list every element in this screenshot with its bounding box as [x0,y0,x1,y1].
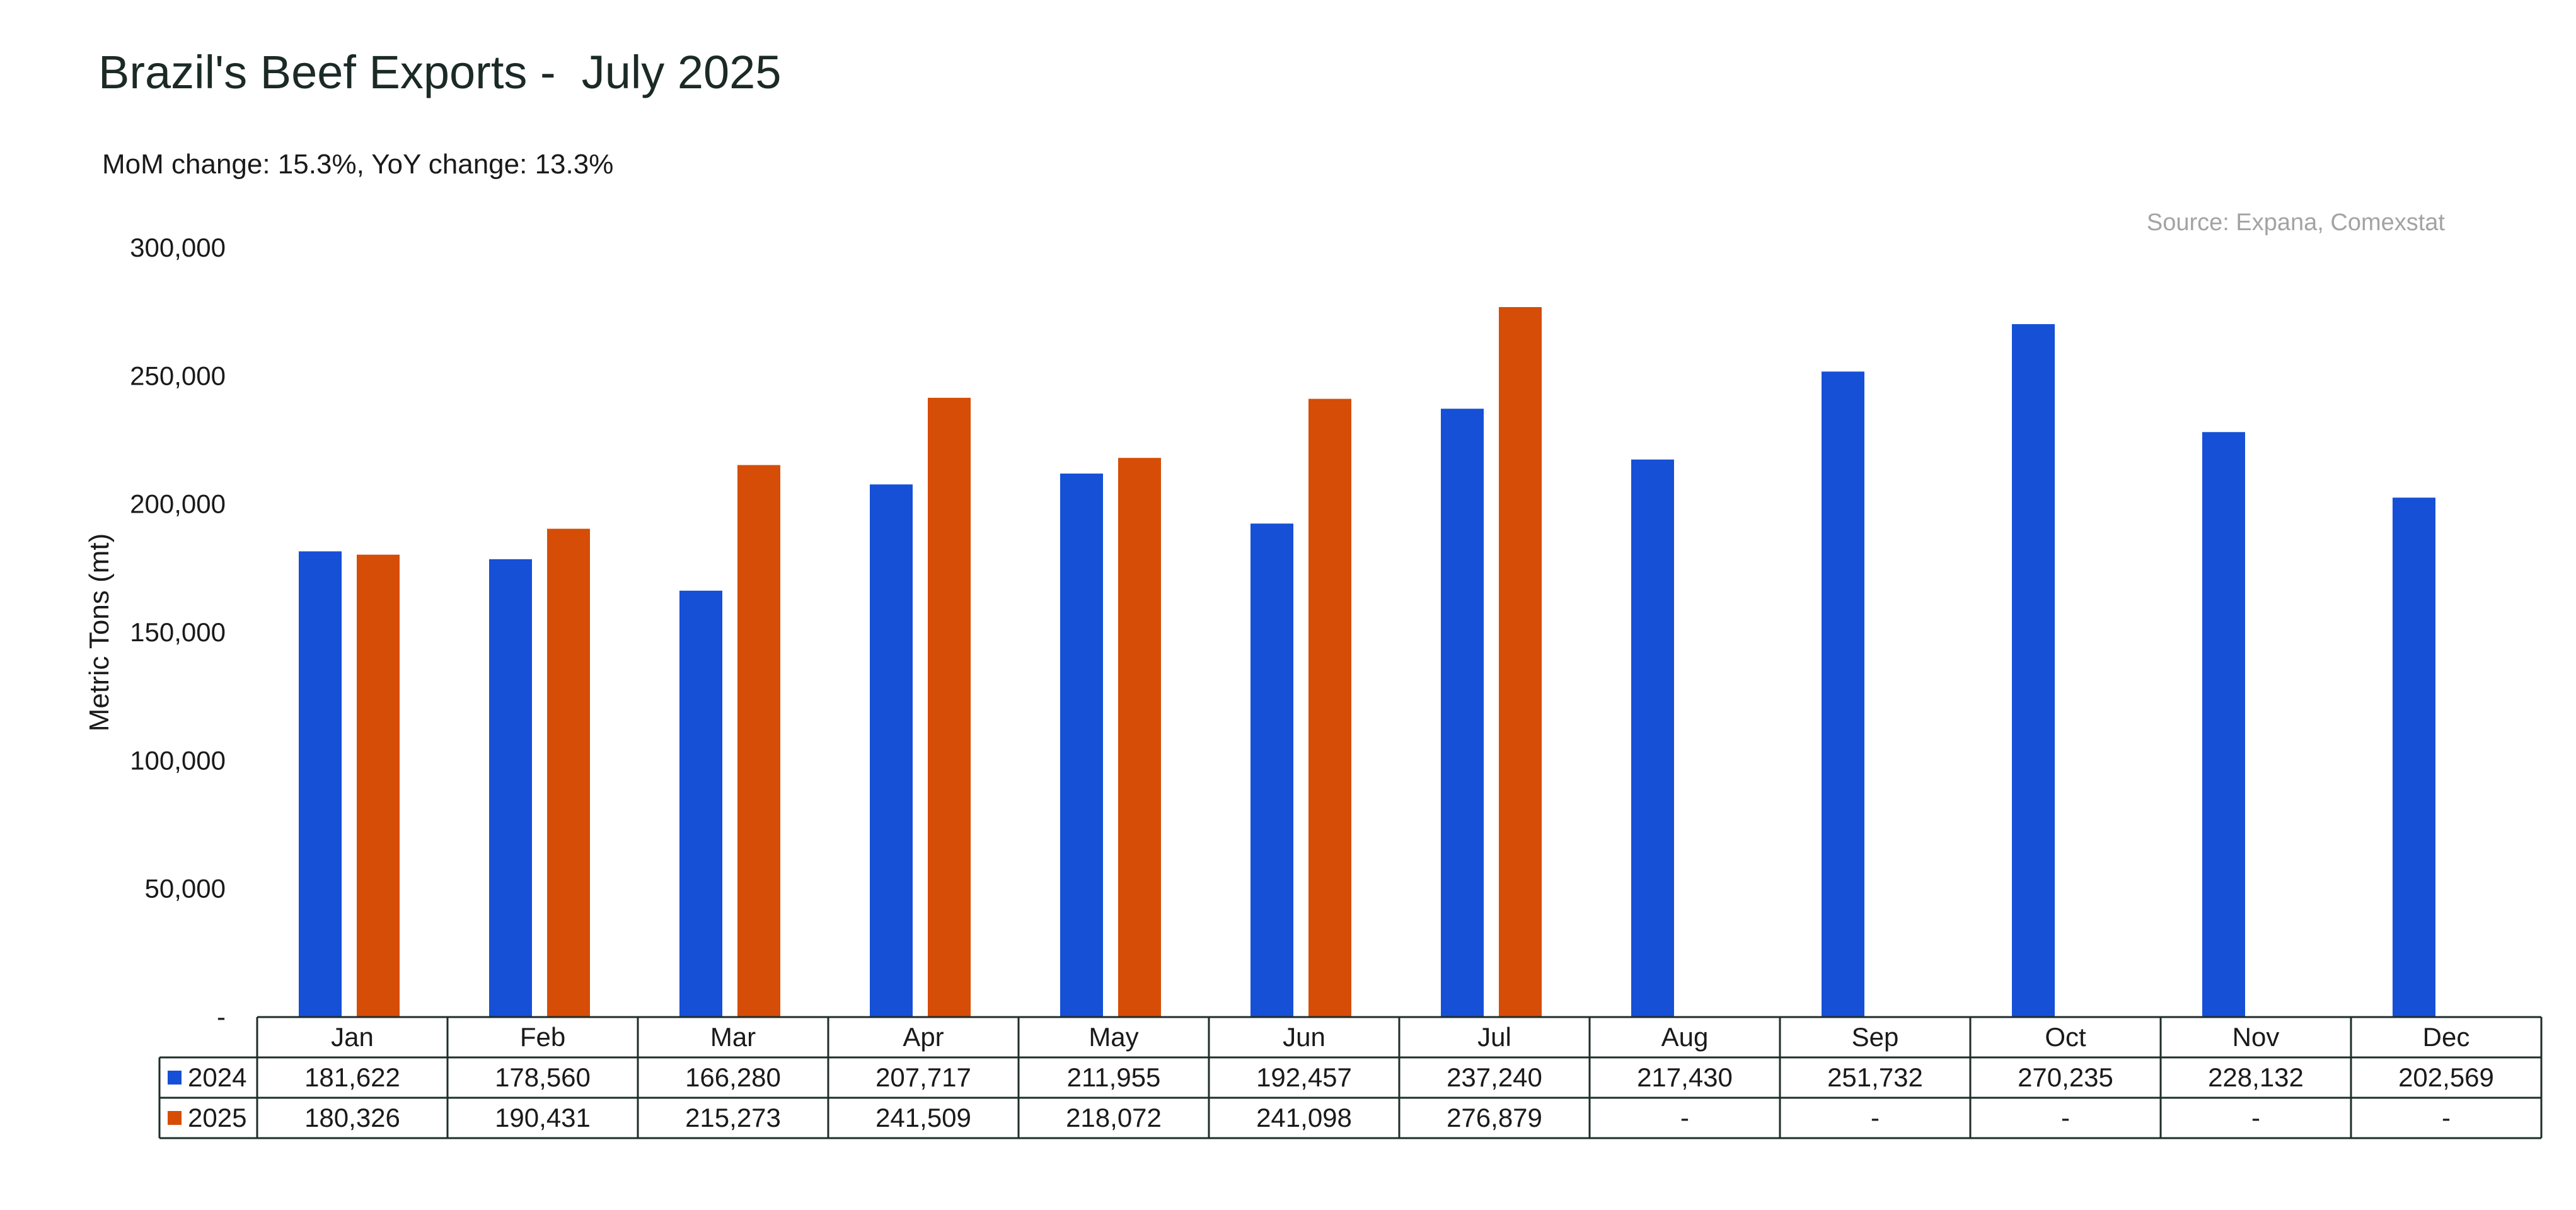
bar-2025-apr [928,397,971,1017]
category-label-may: May [1089,1022,1138,1052]
data-label-2025-may: 218,072 [1066,1103,1162,1132]
category-label-mar: Mar [710,1022,756,1052]
category-label-sep: Sep [1852,1022,1899,1052]
y-tick-label: - [217,1002,226,1032]
y-tick-label: 300,000 [130,233,226,262]
data-label-2024-apr: 207,717 [875,1062,971,1092]
legend-label-2025: 2025 [188,1103,246,1132]
data-label-2025-feb: 190,431 [495,1103,591,1132]
y-tick-label: 250,000 [130,361,226,390]
y-tick-label: 150,000 [130,617,226,647]
bar-2024-oct [2012,324,2055,1017]
category-label-oct: Oct [2045,1022,2086,1052]
bar-2024-feb [489,559,532,1017]
data-label-2024-jun: 192,457 [1256,1062,1352,1092]
category-label-apr: Apr [903,1022,944,1052]
category-label-feb: Feb [520,1022,565,1052]
bar-2024-jun [1250,523,1293,1017]
data-label-2024-jan: 181,622 [304,1062,400,1092]
bar-2024-jul [1441,409,1484,1017]
data-label-2024-feb: 178,560 [495,1062,591,1092]
bar-2024-aug [1631,459,1674,1017]
category-label-jun: Jun [1283,1022,1326,1052]
data-label-2025-sep: - [1871,1103,1880,1132]
data-label-2024-mar: 166,280 [685,1062,781,1092]
category-label-aug: Aug [1661,1022,1709,1052]
data-label-2025-nov: - [2251,1103,2260,1132]
bar-2025-jul [1499,307,1542,1017]
legend-label-2024: 2024 [188,1062,246,1092]
bar-2024-dec [2393,497,2435,1017]
data-label-2024-nov: 228,132 [2208,1062,2304,1092]
category-label-nov: Nov [2232,1022,2280,1052]
y-tick-label: 50,000 [145,874,226,904]
bar-2024-may [1060,474,1103,1017]
legend-swatch-2025 [168,1111,182,1125]
chart-title: Brazil's Beef Exports - July 2025 [98,46,782,98]
y-axis-title: Metric Tons (mt) [84,533,115,732]
bar-2024-mar [679,590,722,1017]
data-label-2025-oct: - [2061,1103,2070,1132]
data-label-2024-jul: 237,240 [1447,1062,1542,1092]
bar-2025-feb [547,528,590,1017]
bar-2024-sep [1822,371,1864,1017]
chart-subtitle: MoM change: 15.3%, YoY change: 13.3% [102,149,614,180]
y-tick-label: 100,000 [130,745,226,775]
y-tick-label: 200,000 [130,489,226,519]
data-label-2024-sep: 251,732 [1827,1062,1923,1092]
bar-2024-apr [870,484,913,1017]
bar-2025-jun [1308,398,1351,1017]
data-label-2025-jun: 241,098 [1256,1103,1352,1132]
source-note: Source: Expana, Comexstat [2146,209,2445,236]
data-label-2024-dec: 202,569 [2398,1062,2494,1092]
data-label-2025-aug: - [1680,1103,1689,1132]
category-label-dec: Dec [2423,1022,2470,1052]
data-label-2024-aug: 217,430 [1637,1062,1733,1092]
bar-2025-may [1118,458,1161,1017]
data-label-2025-jul: 276,879 [1447,1103,1542,1132]
data-label-2025-dec: - [2442,1103,2451,1132]
data-label-2025-apr: 241,509 [875,1103,971,1132]
data-label-2025-mar: 215,273 [685,1103,781,1132]
category-label-jul: Jul [1477,1022,1511,1052]
data-label-2024-oct: 270,235 [2018,1062,2113,1092]
category-label-jan: Jan [331,1022,374,1052]
data-label-2025-jan: 180,326 [304,1103,400,1132]
bar-2025-mar [737,465,780,1017]
data-label-2024-may: 211,955 [1067,1062,1161,1092]
bar-2025-jan [357,554,400,1017]
bar-2024-nov [2202,432,2245,1017]
bar-2024-jan [299,551,342,1017]
legend-swatch-2024 [168,1071,182,1085]
